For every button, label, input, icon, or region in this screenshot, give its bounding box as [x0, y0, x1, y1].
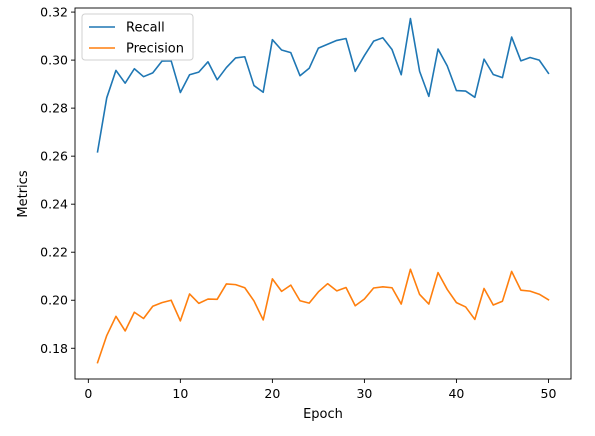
- y-tick-label: 0.32: [40, 5, 68, 20]
- x-tick-label: 50: [541, 386, 557, 401]
- y-tick-label: 0.22: [40, 245, 68, 260]
- x-tick-label: 0: [84, 386, 92, 401]
- legend-label-precision: Precision: [126, 42, 184, 57]
- legend: Recall Precision: [81, 13, 194, 61]
- series-line-recall: [96, 17, 550, 153]
- series-layer: [96, 17, 550, 364]
- plot-frame: [74, 7, 572, 380]
- y-tick-label: 0.28: [40, 101, 68, 116]
- x-tick-label: 20: [264, 386, 280, 401]
- y-tick-label: 0.26: [40, 149, 68, 164]
- y-tick-label: 0.18: [40, 341, 68, 356]
- x-axis: 0 10 20 30 40 50: [84, 379, 556, 401]
- y-axis-label: Metrics: [16, 170, 31, 217]
- x-axis-label: Epoch: [303, 407, 343, 422]
- legend-label-recall: Recall: [126, 21, 165, 36]
- y-tick-label: 0.20: [40, 293, 68, 308]
- series-line-precision: [96, 268, 550, 364]
- y-tick-label: 0.30: [40, 53, 68, 68]
- y-tick-label: 0.24: [40, 197, 68, 212]
- y-axis: 0.18 0.20 0.22 0.24 0.26 0.28 0.30 0.32: [40, 5, 75, 356]
- x-tick-label: 30: [356, 386, 372, 401]
- x-tick-label: 10: [172, 386, 188, 401]
- x-tick-label: 40: [448, 386, 464, 401]
- plot-area: [75, 8, 571, 379]
